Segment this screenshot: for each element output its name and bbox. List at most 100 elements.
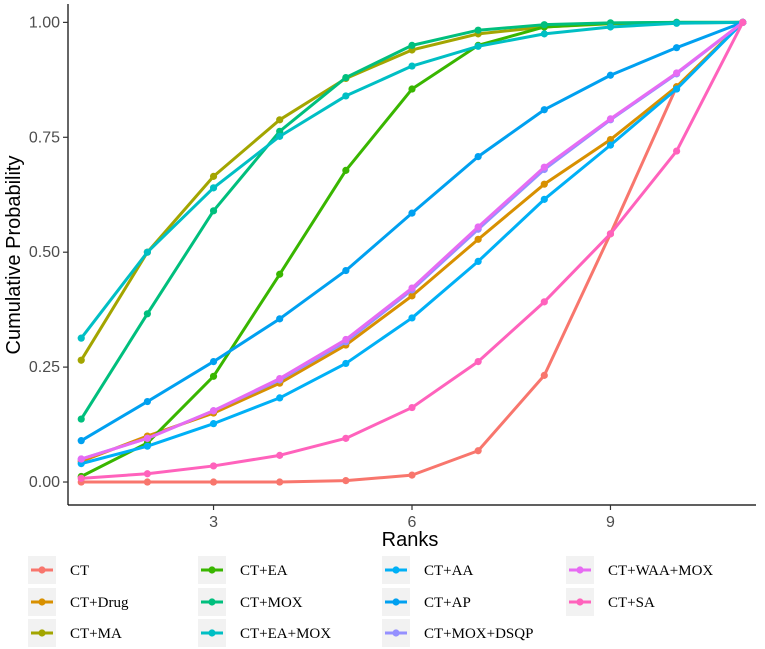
legend-item-ct-drug: CT+Drug [28,588,129,616]
legend-key-point [392,566,400,574]
data-point-ct-ap [342,266,350,275]
x-axis-ticks: 3 6 9 [209,505,615,531]
data-point-ct-sa [276,451,284,459]
legend-item-ct-ea-mox: CT+EA+MOX [198,619,331,647]
data-point-ct [143,478,151,486]
data-point-ct-ea [408,85,416,93]
legend-key-point [208,629,216,637]
data-point-ct-aa [276,394,284,402]
legend-label: CT+EA+MOX [240,626,331,642]
data-point-ct-waa-mox [606,115,615,123]
data-point-ct-waa-mox [77,455,85,463]
legend-label: CT+SA [608,595,655,611]
data-point-ct-drug [540,180,548,188]
data-point-ct-aa [143,442,151,450]
y-tick-label: 0.75 [29,129,60,146]
data-point-ct-ea-mox [209,184,218,192]
legend-key-point [576,566,584,574]
data-point-ct-aa [606,141,615,149]
data-point-ct-mox [342,73,350,82]
legend-label: CT+MOX [240,595,303,611]
data-point-ct-ap [673,44,681,52]
legend-item-ct-aa: CT+AA [382,556,473,584]
legend-key-point [38,598,46,606]
data-point-ct-aa [408,314,416,322]
legend-key-point [208,598,216,606]
x-tick-label: 3 [209,514,218,531]
data-point-ct-ap [474,152,482,161]
data-point-ct-waa-mox [276,375,284,383]
x-tick-label: 6 [408,514,417,531]
data-point-ct-sa [540,298,548,306]
data-point-ct-ap [276,315,284,323]
legend-label: CT+EA [240,563,288,579]
legend-label: CT+WAA+MOX [608,563,713,579]
data-point-ct-waa-mox [474,223,482,231]
data-point-ct-ea-mox [606,23,615,31]
data-point-ct-ea-mox [276,132,284,140]
data-point-ct-waa-mox [673,69,681,77]
data-point-ct [474,447,482,455]
y-tick-label: 0.00 [29,474,60,491]
y-tick-label: 0.50 [29,244,60,261]
data-point-ct-sa [342,434,350,442]
data-point-ct [342,477,350,485]
data-point-ct-sa [77,474,85,482]
legend-item-ct-sa: CT+SA [566,588,655,616]
data-point-ct-waa-mox [209,407,218,415]
data-point-ct [276,478,284,486]
legend: CT CT+Drug CT+MA CT+EA CT+MOX CT+EA+MOX CT+AA C… [28,556,713,647]
data-point-ct-sa [474,357,482,366]
data-point-ct-ap [77,437,85,445]
y-axis-title: Cumulative Probability [3,156,25,355]
legend-item-ct-ma: CT+MA [28,619,122,647]
legend-label: CT+AP [424,595,471,611]
data-point-ct-ea-mox [408,62,416,70]
data-point-ct-ma [77,356,85,364]
legend-label: CT+MOX+DSQP [424,626,533,642]
data-point-ct-waa-mox [342,335,350,344]
data-point-ct [408,471,416,479]
data-point-ct-ma [209,172,218,180]
data-point-ct-ea [276,270,284,278]
data-point-ct-aa [673,85,681,93]
legend-key-point [208,566,216,574]
data-point-ct-aa [474,257,482,265]
legend-key-point [38,629,46,637]
data-point-ct-ea [342,166,350,174]
data-point-ct-mox [77,415,85,423]
data-point-ct-mox [474,26,482,34]
data-point-ct-mox [143,310,151,318]
series-ct-waa-mox [77,18,747,463]
legend-key-point [576,598,584,606]
x-tick-label: 9 [606,514,615,531]
data-point-ct-ea-mox [540,30,548,38]
data-point-ct-ap [408,209,416,217]
data-point-ct-ap [606,71,615,79]
data-point-ct-sa [673,147,681,155]
legend-label: CT+AA [424,563,473,579]
data-point-ct-aa [342,359,350,368]
data-point-ct-mox [540,21,548,29]
data-point-ct-ea-mox [673,19,681,27]
data-point-ct-ea-mox [77,334,85,342]
data-point-ct-ea-mox [143,248,151,256]
data-point-ct [209,478,218,486]
data-point-ct [540,371,548,379]
data-point-ct-waa-mox [408,284,416,292]
data-point-ct-ea-mox [342,92,350,100]
data-point-ct-ma [276,116,284,124]
data-point-ct-sa [143,470,151,478]
data-point-ct-mox [408,41,416,49]
plot-area [77,18,747,486]
data-point-ct-ea-mox [474,42,482,50]
data-point-ct-ap [143,397,151,406]
data-point-ct-sa [408,403,416,412]
data-point-ct-mox [276,127,284,135]
y-axis-ticks: 0.00 0.25 0.50 0.75 1.00 [29,14,68,491]
y-tick-label: 1.00 [29,14,60,31]
legend-item-ct-mox-dsqp: CT+MOX+DSQP [382,619,533,647]
data-point-ct-ea [209,372,218,380]
legend-label: CT+Drug [70,595,129,611]
series-ct-ea-mox [77,18,747,342]
